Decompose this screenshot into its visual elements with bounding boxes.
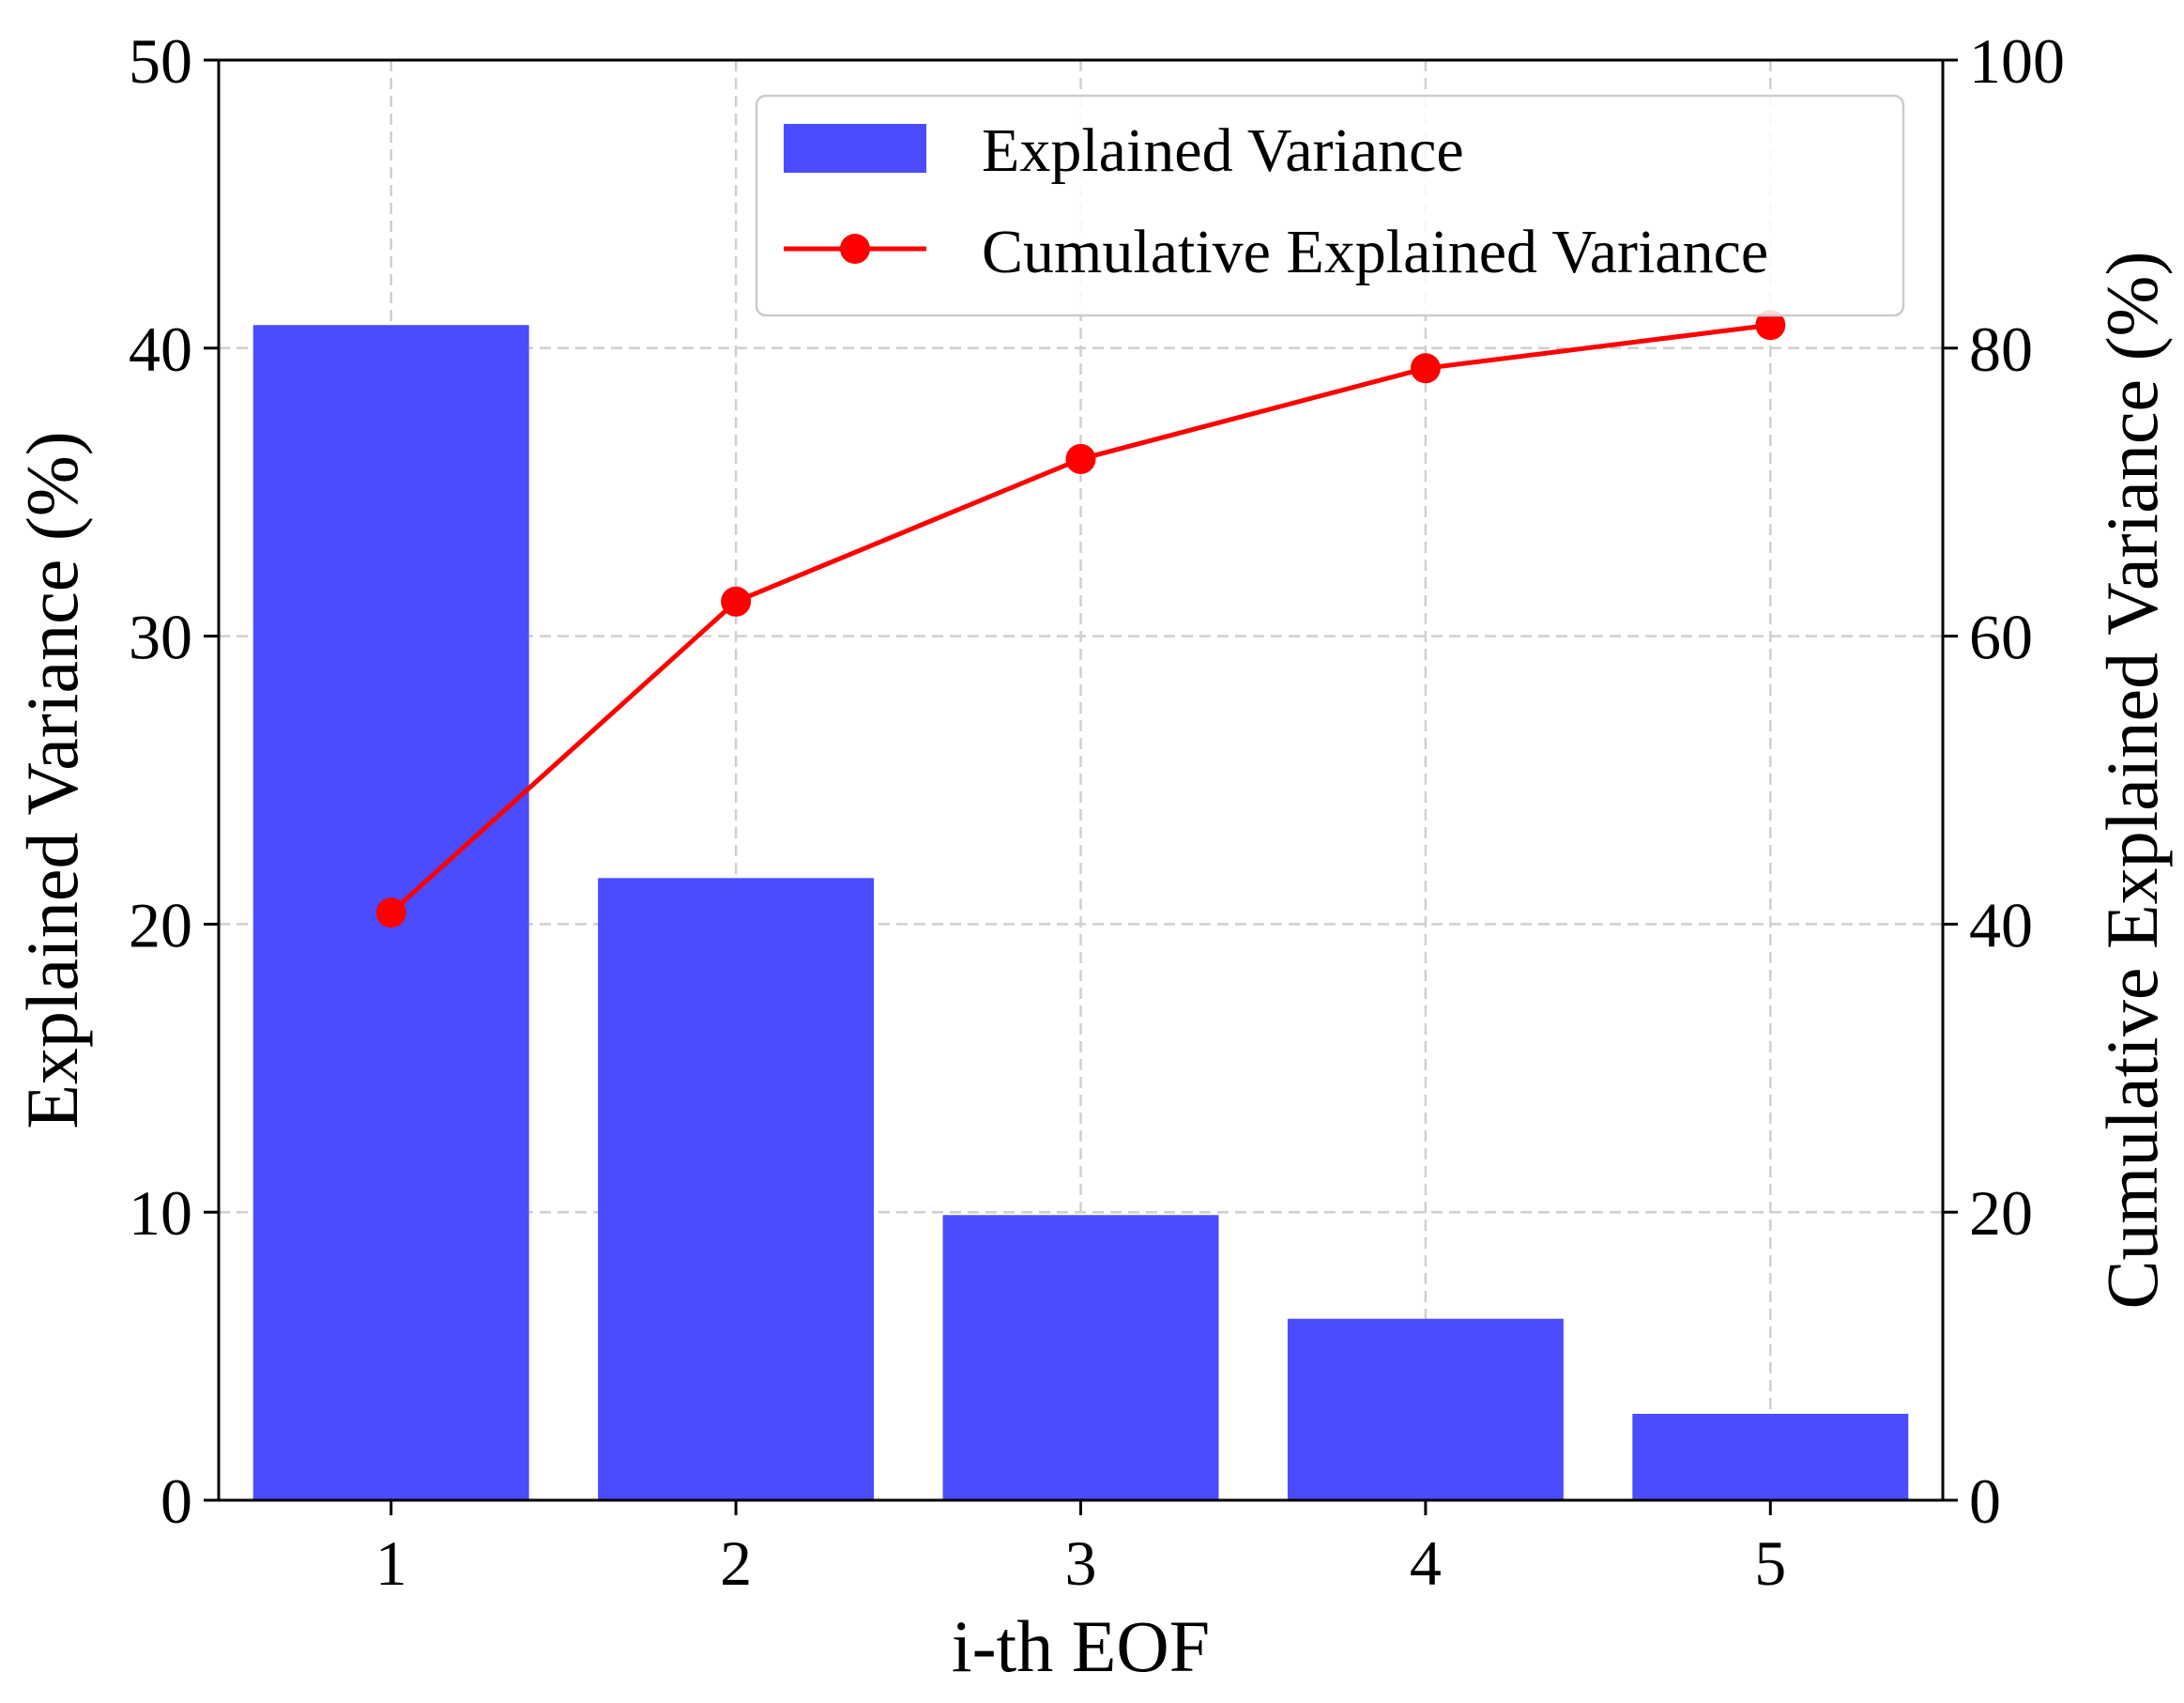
- bar-explained-variance-2: [598, 878, 875, 1500]
- bar-explained-variance-4: [1287, 1318, 1564, 1500]
- legend-line-marker: [840, 234, 870, 264]
- x-tick-label: 2: [720, 1527, 752, 1599]
- y2-axis-title: Cumulative Explained Variance (%): [2091, 251, 2173, 1309]
- point-cumulative-3: [1065, 443, 1096, 474]
- y-tick-label: 50: [129, 25, 192, 97]
- x-tick-label: 5: [1754, 1527, 1786, 1599]
- bar-series: [252, 325, 1909, 1501]
- bar-explained-variance-5: [1632, 1413, 1909, 1500]
- y2-tick-label: 60: [1969, 602, 2033, 673]
- point-cumulative-5: [1755, 310, 1786, 341]
- x-tick-label: 1: [375, 1527, 407, 1599]
- y-tick-label: 20: [129, 889, 192, 960]
- legend: Explained Variance Cumulative Explained …: [755, 94, 1905, 317]
- point-cumulative-4: [1410, 353, 1441, 384]
- x-tick-label: 3: [1065, 1527, 1097, 1599]
- x-axis-title: i-th EOF: [952, 1605, 1210, 1687]
- y2-tick-label: 0: [1969, 1465, 2001, 1537]
- y-tick-label: 10: [129, 1177, 192, 1249]
- axis-ticks: 0 10 20 30 40 50 0 20 40 60 80 100 1 2 3 4 5: [129, 25, 2065, 1599]
- y2-tick-label: 100: [1969, 25, 2065, 97]
- point-cumulative-2: [721, 586, 752, 617]
- y2-tick-label: 80: [1969, 314, 2033, 385]
- x-tick-label: 4: [1410, 1527, 1442, 1599]
- bar-explained-variance-3: [942, 1215, 1219, 1500]
- y2-tick-label: 20: [1969, 1177, 2033, 1249]
- line-series: [375, 310, 1786, 928]
- legend-label-cumulative-explained-variance: Cumulative Explained Variance: [982, 218, 1768, 286]
- y-tick-label: 40: [129, 314, 192, 385]
- y-tick-label: 0: [160, 1465, 192, 1537]
- y-tick-label: 30: [129, 602, 192, 673]
- legend-bar-swatch: [784, 124, 926, 173]
- point-cumulative-1: [375, 898, 406, 928]
- y2-tick-label: 40: [1969, 889, 2033, 960]
- legend-box: [755, 94, 1905, 317]
- legend-label-explained-variance: Explained Variance: [982, 116, 1464, 185]
- y-axis-title: Explained Variance (%): [11, 431, 93, 1129]
